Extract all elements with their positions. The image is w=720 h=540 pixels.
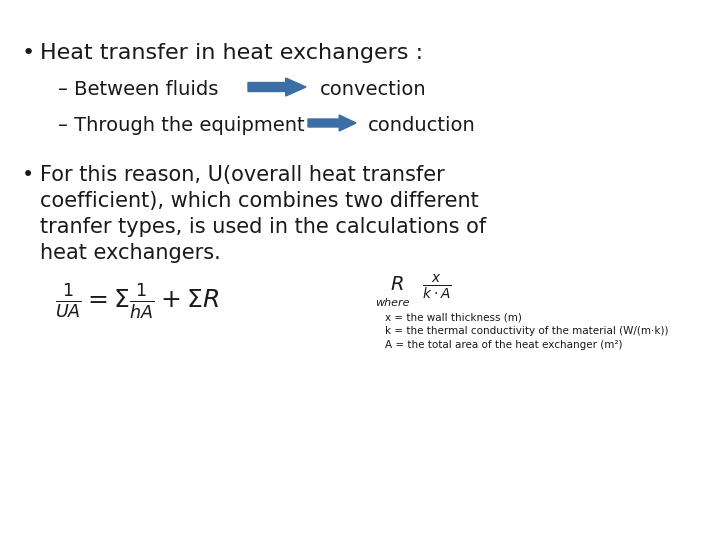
Text: where: where [375, 298, 410, 308]
Text: k = the thermal conductivity of the material (W/(m·k)): k = the thermal conductivity of the mate… [385, 326, 668, 336]
Text: Heat transfer in heat exchangers :: Heat transfer in heat exchangers : [40, 43, 423, 63]
FancyArrow shape [248, 78, 306, 96]
Text: For this reason, U(overall heat transfer: For this reason, U(overall heat transfer [40, 165, 445, 185]
Text: $\frac{1}{UA} = \Sigma\frac{1}{hA} + \Sigma R$: $\frac{1}{UA} = \Sigma\frac{1}{hA} + \Si… [55, 282, 219, 321]
Text: convection: convection [320, 80, 427, 99]
Text: •: • [22, 43, 35, 63]
Text: $R \quad \frac{x}{k \cdot A}$: $R \quad \frac{x}{k \cdot A}$ [390, 272, 451, 301]
Text: – Through the equipment: – Through the equipment [58, 116, 305, 135]
FancyArrow shape [308, 115, 356, 131]
Text: A = the total area of the heat exchanger (m²): A = the total area of the heat exchanger… [385, 340, 623, 350]
Text: coefficient), which combines two different: coefficient), which combines two differe… [40, 191, 479, 211]
Text: tranfer types, is used in the calculations of: tranfer types, is used in the calculatio… [40, 217, 486, 237]
Text: •: • [22, 165, 35, 185]
Text: conduction: conduction [368, 116, 476, 135]
Text: – Between fluids: – Between fluids [58, 80, 218, 99]
Text: heat exchangers.: heat exchangers. [40, 243, 221, 263]
Text: x = the wall thickness (m): x = the wall thickness (m) [385, 312, 522, 322]
